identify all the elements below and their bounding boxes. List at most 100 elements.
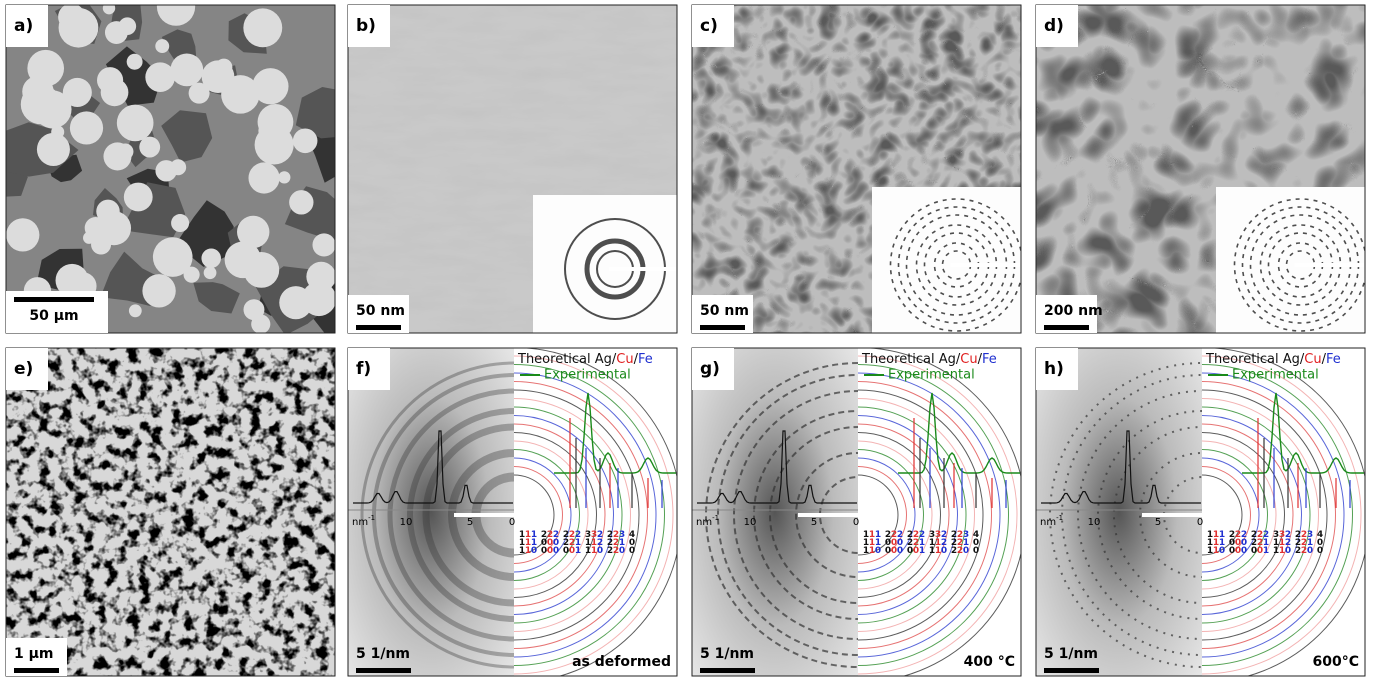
hkl-label: 110 bbox=[873, 530, 883, 554]
bright-phase bbox=[142, 274, 175, 307]
scale-bar bbox=[14, 668, 59, 673]
bright-phase bbox=[204, 266, 217, 279]
pattern-half bbox=[1036, 348, 1202, 676]
hkl-label: 211 bbox=[1261, 530, 1271, 554]
axis-tick-label: 10 bbox=[1088, 517, 1101, 528]
bright-phase bbox=[255, 125, 294, 164]
legend-theoretical: Theoretical Ag/Cu/Fe bbox=[1205, 352, 1341, 367]
scale-label: 200 nm bbox=[1044, 303, 1103, 319]
bright-phase bbox=[170, 53, 203, 86]
scale-bar bbox=[356, 325, 401, 330]
theory-half bbox=[514, 348, 677, 676]
hkl-label: 200 bbox=[895, 530, 905, 554]
scale-bar bbox=[14, 297, 94, 302]
axis-unit-exp: -1 bbox=[712, 514, 719, 522]
micrograph bbox=[6, 348, 335, 676]
legend-cu: Cu bbox=[1304, 352, 1321, 367]
panel-label: e) bbox=[14, 359, 33, 379]
panel: e)1 µm bbox=[6, 348, 335, 676]
bright-phase bbox=[171, 214, 189, 232]
axis-tick-label: 0 bbox=[1197, 517, 1203, 528]
bright-phase bbox=[170, 159, 186, 175]
theory-half bbox=[858, 348, 1021, 676]
pattern-half bbox=[692, 348, 858, 676]
bright-phase bbox=[312, 233, 335, 256]
legend-fe: Fe bbox=[982, 352, 997, 367]
bright-phase bbox=[117, 105, 154, 142]
legend-ag: Theoretical Ag/ bbox=[1205, 352, 1305, 367]
beam-stop bbox=[454, 513, 514, 517]
scale-bar bbox=[700, 325, 745, 330]
bright-phase bbox=[97, 67, 123, 93]
bright-phase bbox=[127, 54, 143, 70]
scale-label: 50 nm bbox=[700, 303, 749, 319]
legend-experimental: Experimental bbox=[1232, 368, 1319, 383]
axis-unit-exp: -1 bbox=[368, 514, 375, 522]
hkl-label: 400 bbox=[1315, 530, 1325, 554]
micrograph bbox=[1035, 348, 1370, 681]
hkl-label: 110 bbox=[529, 530, 539, 554]
axis-tick-label: 0 bbox=[509, 517, 515, 528]
bright-phase bbox=[201, 248, 221, 268]
axis-tick-label: 5 bbox=[467, 517, 473, 528]
hkl-label: 211 bbox=[917, 530, 927, 554]
bright-phase bbox=[59, 8, 99, 48]
axis-unit-base: nm bbox=[1040, 517, 1056, 528]
axis-tick-label: 10 bbox=[400, 517, 413, 528]
hkl-label: 220 bbox=[939, 530, 949, 554]
legend-theoretical: Theoretical Ag/Cu/Fe bbox=[861, 352, 997, 367]
legend-experimental: Experimental bbox=[544, 368, 631, 383]
axis-unit-base: nm bbox=[696, 517, 712, 528]
hkl-label: 110 bbox=[1217, 530, 1227, 554]
bright-phase bbox=[243, 8, 282, 47]
bright-phase bbox=[27, 50, 64, 87]
bright-phase bbox=[248, 162, 279, 193]
micrograph bbox=[347, 348, 682, 681]
bright-phase bbox=[189, 83, 210, 104]
panel: d) 200 nm bbox=[1036, 5, 1375, 333]
hkl-label: 400 bbox=[971, 530, 981, 554]
beam-stop bbox=[1295, 263, 1375, 267]
bright-phase bbox=[184, 267, 200, 283]
bright-phase bbox=[6, 218, 39, 251]
scale-label: 5 1/nm bbox=[356, 646, 410, 662]
scale-label: 50 nm bbox=[356, 303, 405, 319]
inset bbox=[1216, 187, 1365, 333]
inset bbox=[872, 187, 1021, 333]
hkl-label: 310 bbox=[1305, 530, 1315, 554]
axis-tick-label: 10 bbox=[744, 517, 757, 528]
panel-label: g) bbox=[700, 359, 720, 379]
condition-label: 600°C bbox=[1313, 654, 1360, 670]
bright-phase bbox=[83, 232, 95, 244]
bright-phase bbox=[155, 39, 169, 53]
axis-unit-exp: -1 bbox=[1056, 514, 1063, 522]
micrograph bbox=[691, 348, 1026, 681]
bright-phase bbox=[243, 252, 279, 288]
panel-label: d) bbox=[1044, 16, 1064, 36]
inset bbox=[533, 195, 677, 333]
legend-ag: Theoretical Ag/ bbox=[861, 352, 961, 367]
hkl-label: 211 bbox=[573, 530, 583, 554]
bright-phase bbox=[103, 2, 115, 14]
bright-phase bbox=[289, 190, 313, 214]
panel-label: f) bbox=[356, 359, 371, 379]
bright-phase bbox=[96, 200, 119, 223]
hkl-label: 220 bbox=[1283, 530, 1293, 554]
condition-label: as deformed bbox=[572, 654, 671, 670]
panel-label: c) bbox=[700, 16, 718, 36]
legend-fe: Fe bbox=[1326, 352, 1341, 367]
legend-theoretical: Theoretical Ag/Cu/Fe bbox=[517, 352, 653, 367]
legend-fe: Fe bbox=[638, 352, 653, 367]
axis-tick-label: 5 bbox=[1155, 517, 1161, 528]
scale-label: 50 µm bbox=[29, 308, 78, 324]
scale-bar bbox=[700, 668, 755, 673]
scale-label: 5 1/nm bbox=[700, 646, 754, 662]
theory-half bbox=[1202, 348, 1365, 676]
panel-label: a) bbox=[14, 16, 33, 36]
bright-phase bbox=[63, 78, 92, 107]
bright-phase bbox=[302, 282, 336, 316]
figure: a)50 µmb)50 nmc)50 nmd)200 nme)1 µmnm-11… bbox=[0, 0, 1375, 680]
bright-phase bbox=[278, 171, 290, 183]
